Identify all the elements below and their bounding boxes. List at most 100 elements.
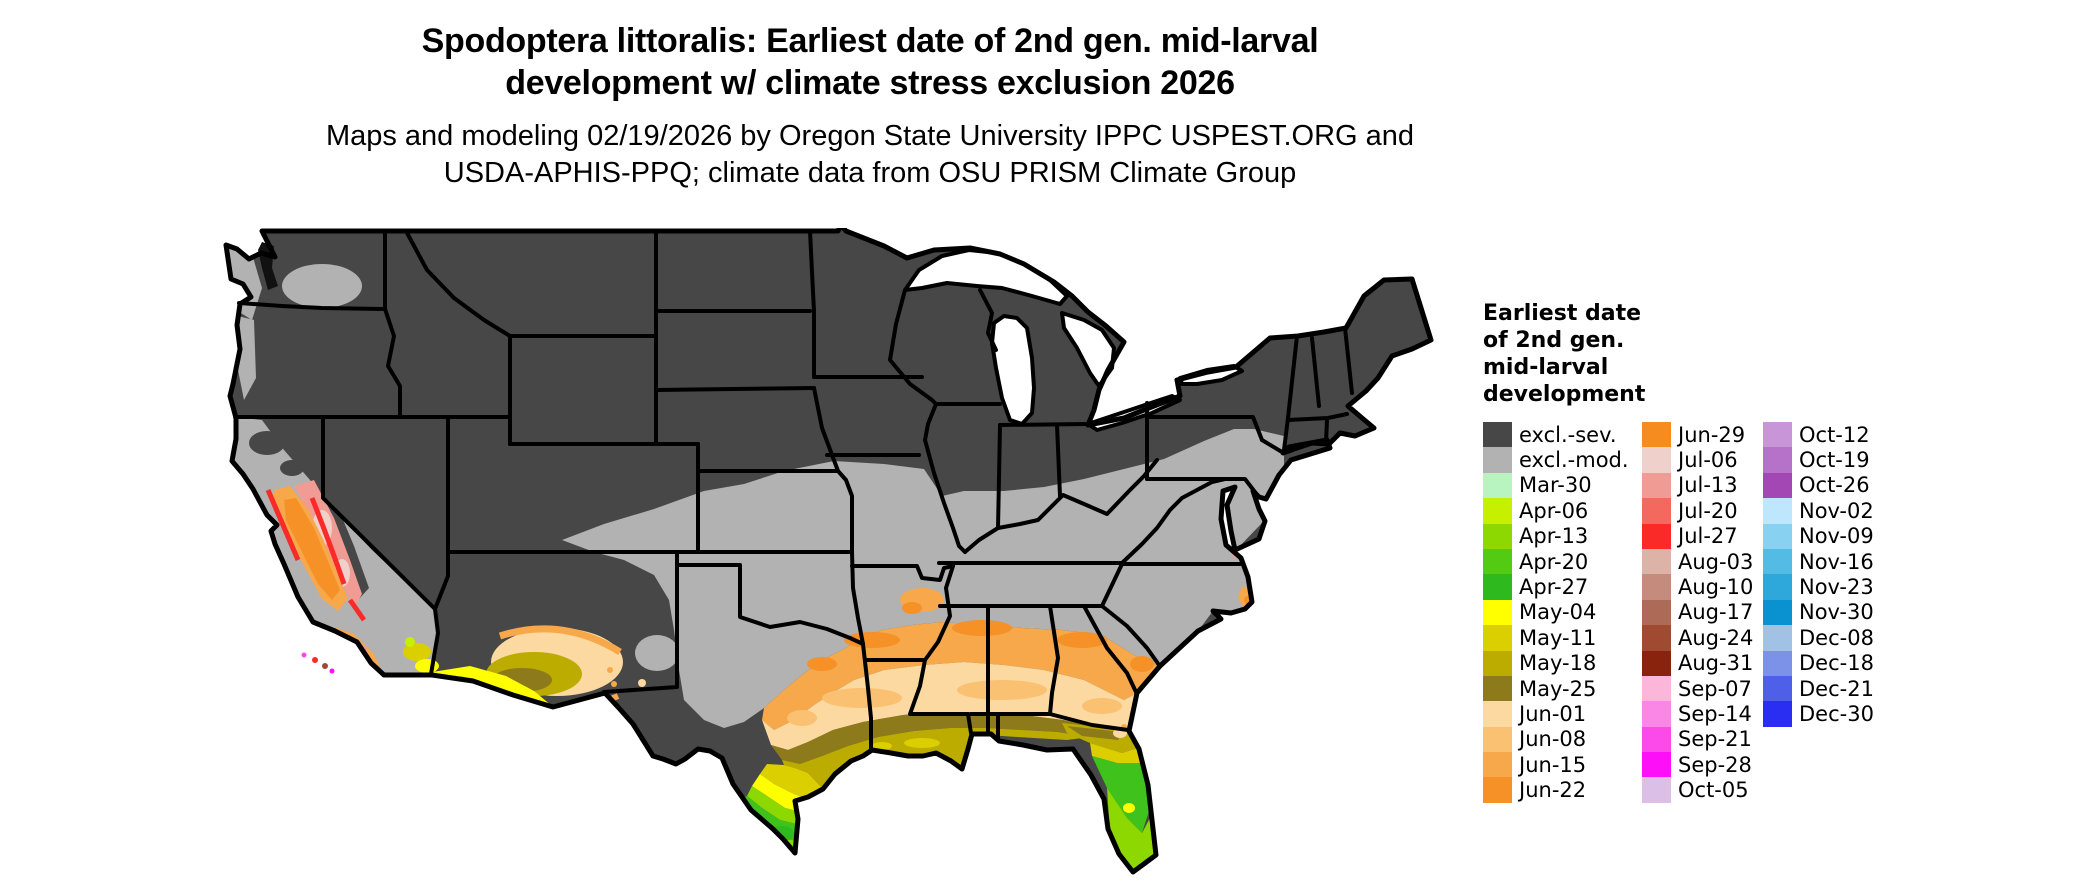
legend-swatch (1483, 523, 1512, 549)
legend-label: Apr-06 (1519, 498, 1589, 523)
legend-swatch (1483, 701, 1512, 727)
legend-item: Aug-17 (1642, 599, 1754, 626)
legend-item: Sep-28 (1642, 752, 1753, 778)
legend-item: Apr-06 (1483, 498, 1629, 524)
legend-item: Aug-31 (1642, 650, 1754, 676)
legend-swatch (1483, 777, 1512, 803)
legend-item: Jul-27 (1642, 523, 1753, 549)
legend-item: Mar-30 (1483, 472, 1629, 499)
legend-swatch (1763, 422, 1792, 448)
legend-item: Oct-12 (1763, 422, 1874, 448)
legend-column-2: Jun-29 Jul-06 Jul-13 Jul-20 Jul-27 Aug-03 Aug-… (1642, 422, 1753, 803)
legend-label: May-18 (1519, 651, 1597, 676)
legend-swatch (1483, 472, 1512, 499)
legend-label: excl.-sev. (1519, 422, 1617, 447)
legend-label: Jun-15 (1519, 752, 1587, 777)
legend-label: Dec-21 (1799, 676, 1874, 701)
legend-label: Aug-31 (1678, 651, 1754, 676)
legend-item: Sep-14 (1642, 701, 1753, 727)
legend-swatch (1483, 650, 1512, 676)
legend-label: Jul-27 (1678, 524, 1738, 549)
legend-label: May-11 (1519, 625, 1597, 650)
map-band-may25 (771, 712, 1129, 764)
legend-label: Aug-10 (1678, 575, 1754, 600)
legend-item: Dec-08 (1763, 625, 1874, 651)
legend-item: Aug-03 (1642, 548, 1754, 575)
subtitle-line-2: USDA-APHIS-PPQ; climate data from OSU PR… (443, 157, 1297, 189)
legend-column-3: Oct-12 Oct-19 Oct-26 Nov-02 Nov-09 Nov-16 Nov-… (1763, 422, 1874, 727)
map-region-florida-green (1092, 756, 1150, 833)
legend-swatch (1763, 650, 1792, 676)
legend-label: Jun-01 (1519, 701, 1587, 726)
legend-item: Nov-09 (1763, 523, 1874, 549)
legend-item: Jun-29 (1642, 422, 1753, 448)
legend-item: Apr-13 (1483, 523, 1629, 549)
map-band-jun01 (762, 662, 1137, 750)
legend-item: Oct-05 (1642, 777, 1753, 803)
legend-swatch (1483, 548, 1512, 575)
legend-swatch (1483, 726, 1512, 753)
map-channel-islands (312, 657, 318, 663)
legend-item: Nov-23 (1763, 574, 1874, 600)
legend-swatch (1642, 472, 1671, 499)
legend-swatch (1763, 472, 1792, 499)
legend-item: May-25 (1483, 675, 1629, 702)
legend-item: Jul-06 (1642, 447, 1753, 473)
legend-label: Oct-05 (1678, 778, 1749, 803)
us-choropleth-map (222, 222, 1437, 888)
legend-label: Nov-23 (1799, 575, 1874, 600)
us-outline (223, 222, 1434, 875)
legend-item: Oct-19 (1763, 447, 1874, 473)
legend-item: excl.-sev. (1483, 422, 1629, 448)
subtitle-line-1: Maps and modeling 02/19/2026 by Oregon S… (325, 120, 1415, 152)
legend-swatch (1763, 701, 1792, 727)
legend-swatch (1642, 777, 1671, 803)
legend-item: May-11 (1483, 625, 1629, 651)
legend-column-1: excl.-sev. excl.-mod. Mar-30 Apr-06 Apr-13 Ap… (1483, 422, 1629, 803)
legend-item: Aug-24 (1642, 625, 1754, 651)
legend-label: Aug-03 (1678, 549, 1754, 574)
legend-label: Jun-22 (1519, 778, 1587, 803)
legend-item: May-04 (1483, 599, 1629, 626)
legend-item: excl.-mod. (1483, 447, 1629, 473)
legend-swatch (1642, 498, 1671, 524)
legend-item: Dec-21 (1763, 675, 1874, 702)
legend-swatch (1763, 599, 1792, 626)
legend-swatch (1483, 447, 1512, 473)
legend-item: Aug-10 (1642, 574, 1754, 600)
legend-label: Jul-20 (1678, 498, 1738, 523)
legend-label: Nov-02 (1799, 498, 1874, 523)
legend-label: May-25 (1519, 676, 1597, 701)
legend-item: Jun-08 (1483, 726, 1629, 753)
legend-swatch (1763, 625, 1792, 651)
legend-item: Apr-27 (1483, 574, 1629, 600)
legend-swatch (1642, 422, 1671, 448)
legend-label: Sep-14 (1678, 701, 1752, 726)
legend-swatch (1483, 574, 1512, 600)
legend-label: Sep-07 (1678, 676, 1752, 701)
legend-label: Dec-30 (1799, 701, 1874, 726)
legend-swatch (1642, 752, 1671, 778)
legend-item: Sep-07 (1642, 675, 1753, 702)
legend-swatch (1763, 498, 1792, 524)
legend-label: Oct-26 (1799, 473, 1870, 498)
legend-item: Jul-13 (1642, 472, 1753, 499)
legend-label: Oct-12 (1799, 422, 1870, 447)
legend-swatch (1763, 675, 1792, 702)
legend-item: May-18 (1483, 650, 1629, 676)
legend-label: Sep-21 (1678, 727, 1752, 752)
legend-label: Nov-09 (1799, 524, 1874, 549)
map-band-jun15 (762, 622, 1160, 730)
legend-label: Aug-17 (1678, 600, 1754, 625)
legend-label: Jun-29 (1678, 422, 1746, 447)
title-line-1: Spodoptera littoralis: Earliest date of … (421, 22, 1319, 60)
legend-swatch (1763, 548, 1792, 575)
legend-swatch (1483, 599, 1512, 626)
legend-label: Jul-13 (1678, 473, 1738, 498)
legend-swatch (1763, 447, 1792, 473)
legend-swatch (1642, 574, 1671, 600)
legend-label: Aug-24 (1678, 625, 1754, 650)
legend-swatch (1642, 650, 1671, 676)
legend-label: Oct-19 (1799, 448, 1870, 473)
legend-item: Sep-21 (1642, 726, 1753, 753)
